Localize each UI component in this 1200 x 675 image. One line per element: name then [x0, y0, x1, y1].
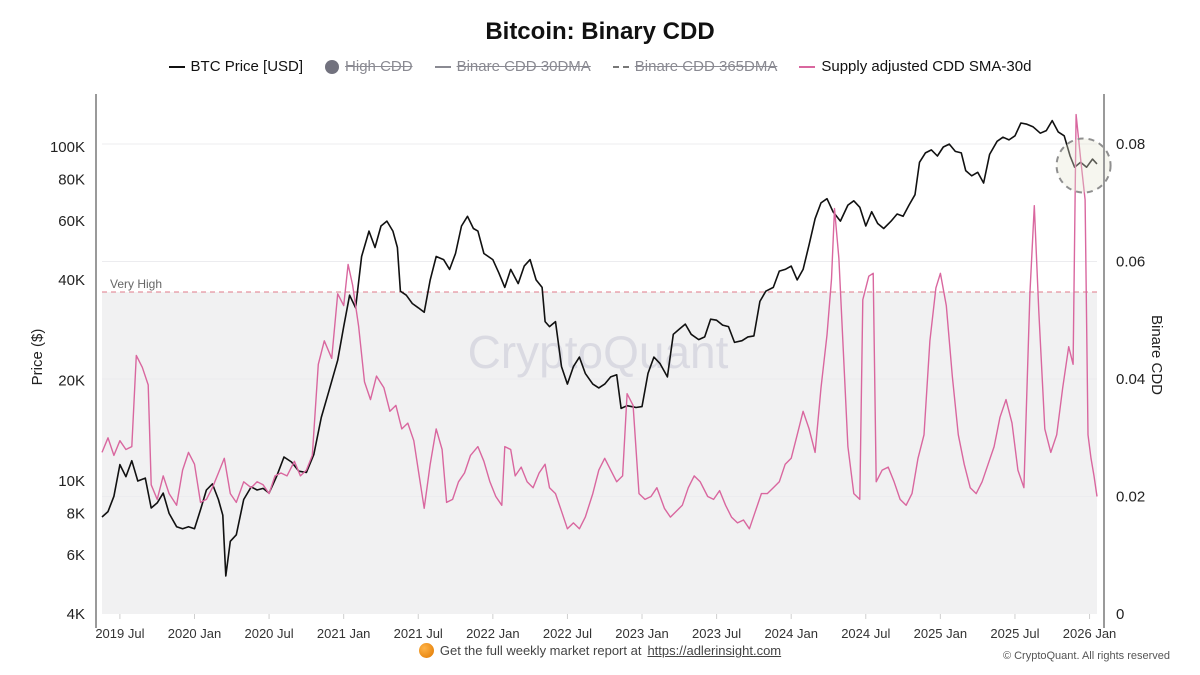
y-left-tick-label: 100K [50, 139, 85, 156]
x-tick-label: 2020 Jul [244, 626, 293, 640]
legend-item-binare-cdd-365dma[interactable]: Binare CDD 365DMA [612, 58, 778, 75]
legend-label: Binare CDD 30DMA [456, 58, 591, 75]
y-left-tick-label: 4K [67, 606, 85, 623]
legend-line-swatch [799, 65, 816, 68]
watermark: CryptoQuant [468, 326, 729, 378]
legend-item-high-cdd[interactable]: High CDD [325, 58, 413, 75]
legend-label: Binare CDD 365DMA [634, 58, 778, 75]
below-threshold-zone [102, 292, 1097, 614]
y-left-tick-label: 8K [67, 505, 85, 522]
x-tick-label: 2024 Jan [764, 626, 818, 640]
threshold-label: Very High [110, 277, 162, 291]
legend-item-binare-cdd-30dma[interactable]: Binare CDD 30DMA [434, 58, 591, 75]
legend-line-swatch [434, 65, 451, 68]
coin-icon [418, 643, 434, 658]
x-tick-label: 2021 Jan [317, 626, 371, 640]
x-tick-label: 2023 Jul [692, 626, 741, 640]
y-right-axis-title: Binare CDD [1148, 315, 1165, 395]
x-tick-label: 2025 Jan [914, 626, 968, 640]
x-tick-label: 2022 Jan [466, 626, 520, 640]
highlight-circle [1055, 137, 1112, 194]
footer: Get the full weekly market report at htt… [0, 643, 1200, 658]
footer-text: Get the full weekly market report at [439, 643, 642, 658]
x-tick-label: 2026 Jan [1063, 626, 1117, 640]
footer-link[interactable]: https://adlerinsight.com [647, 643, 782, 658]
legend-dot-swatch [325, 59, 340, 74]
copyright: © CryptoQuant. All rights reserved [1002, 650, 1170, 662]
chart-title: Bitcoin: Binary CDD [485, 18, 715, 45]
y-left-tick-label: 80K [58, 171, 85, 188]
btc-price-line [101, 119, 1098, 577]
legend-label: High CDD [345, 58, 413, 75]
y-right-tick-label: 0.04 [1116, 371, 1145, 388]
legend-line-swatch [168, 65, 185, 68]
legend-label: BTC Price [USD] [190, 58, 304, 75]
chart-area: CryptoQuant Very High 4K 6K 8K 10K 20K 40K 60K… [29, 94, 1165, 640]
x-tick-label: 2025 Jul [990, 626, 1039, 640]
x-tick-label: 2020 Jan [168, 626, 222, 640]
x-tick-label: 2024 Jul [841, 626, 890, 640]
y-left-tick-label: 60K [58, 213, 85, 230]
y-left-axis-title: Price ($) [29, 329, 46, 386]
y-right-tick-label: 0.08 [1116, 136, 1145, 153]
x-tick-label: 2023 Jan [615, 626, 669, 640]
legend-label: Supply adjusted CDD SMA-30d [821, 58, 1032, 75]
legend-dash-swatch [612, 65, 629, 68]
legend-item-btc-price[interactable]: BTC Price [USD] [168, 58, 304, 75]
y-left-tick-label: 10K [58, 473, 85, 490]
y-left-tick-label: 20K [58, 372, 85, 389]
y-right-tick-label: 0 [1116, 606, 1124, 623]
x-tick-label: 2021 Jul [394, 626, 443, 640]
y-left-tick-label: 6K [67, 547, 85, 564]
x-tick-label: 2019 Jul [95, 626, 144, 640]
x-tick-label: 2022 Jul [543, 626, 592, 640]
y-left-tick-label: 40K [58, 272, 85, 289]
legend-item-supply-adjusted-cdd[interactable]: Supply adjusted CDD SMA-30d [799, 58, 1031, 75]
legend: BTC Price [USD] High CDD Binare CDD 30DM… [0, 58, 1200, 75]
supply-adjusted-cdd-line [101, 113, 1098, 530]
y-right-tick-label: 0.06 [1116, 254, 1145, 271]
y-right-tick-label: 0.02 [1116, 489, 1145, 506]
